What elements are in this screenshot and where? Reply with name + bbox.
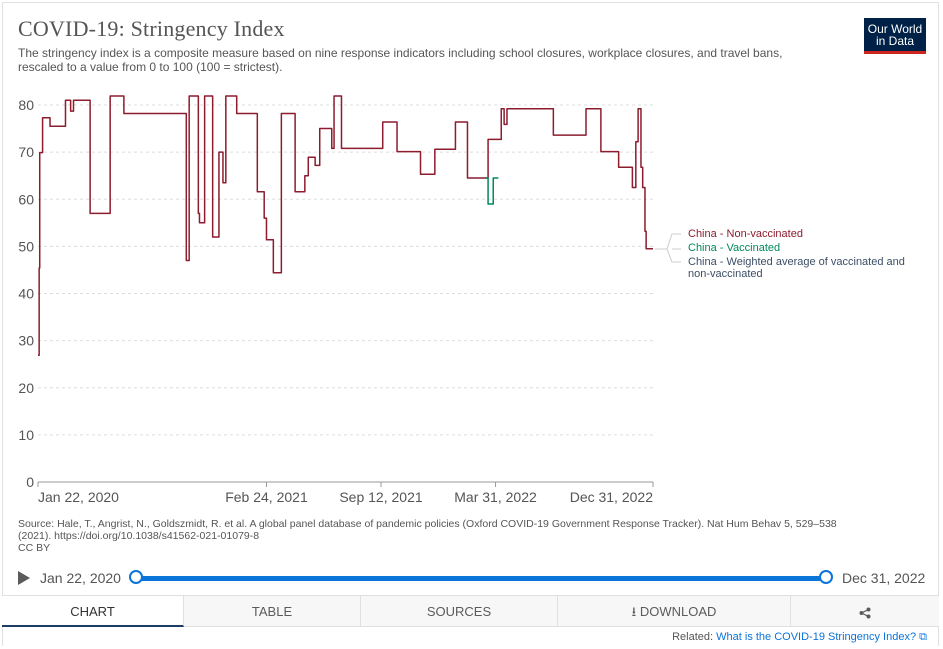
line-chart[interactable]: 0 10 20 30 40 50 60 70 80 Jan 22, 2020 Feb 24, 20…: [0, 85, 943, 510]
timeline: Jan 22, 2020 Dec 31, 2022: [18, 568, 928, 590]
x-tick-label: Feb 24, 2021: [225, 489, 308, 505]
series-line-0[interactable]: [38, 95, 653, 356]
y-tick-label: 50: [18, 238, 34, 254]
y-tick-label: 10: [18, 427, 34, 443]
logo-line1: Our World: [867, 22, 923, 36]
x-tick-label: Jan 22, 2020: [38, 489, 119, 505]
related-link-row: Related: What is the COVID-19 Stringency…: [672, 631, 927, 644]
related-prefix: Related:: [672, 631, 714, 643]
y-tick-label: 60: [18, 191, 34, 207]
tab-bar: CHART TABLE SOURCES ⭳ DOWNLOAD: [2, 595, 939, 627]
y-axis-ticks: 0 10 20 30 40 50 60 70 80: [18, 97, 34, 490]
external-link-icon: ⧉: [919, 631, 927, 643]
tab-chart[interactable]: CHART: [2, 596, 184, 627]
legend: China - Non-vaccinated China - Vaccinate…: [655, 228, 905, 280]
y-tick-label: 0: [26, 474, 34, 490]
chart-title: COVID-19: Stringency Index: [18, 16, 285, 41]
legend-non-vaccinated[interactable]: China - Non-vaccinated: [688, 228, 803, 240]
timeline-start-handle[interactable]: [129, 570, 143, 584]
y-tick-label: 40: [18, 286, 34, 302]
legend-connector: [655, 233, 681, 250]
share-button[interactable]: [791, 596, 939, 627]
related-link[interactable]: What is the COVID-19 Stringency Index?: [716, 631, 917, 643]
legend-connector: [666, 248, 681, 263]
tab-sources[interactable]: SOURCES: [361, 596, 558, 627]
x-tick-label: Dec 31, 2022: [570, 489, 653, 505]
tab-download-label: DOWNLOAD: [639, 604, 717, 619]
timeline-end-handle[interactable]: [819, 570, 833, 584]
owid-logo[interactable]: Our World in Data: [864, 18, 926, 54]
x-tick-label: Mar 31, 2022: [454, 489, 537, 505]
source-license: CC BY: [18, 542, 51, 554]
timeline-start-label: Jan 22, 2020: [40, 570, 121, 586]
y-tick-label: 30: [18, 333, 34, 349]
y-tick-label: 80: [18, 97, 34, 113]
legend-vaccinated[interactable]: China - Vaccinated: [688, 242, 780, 254]
download-icon: ⭳: [631, 604, 637, 619]
legend-weighted-line2: non-vaccinated: [688, 268, 763, 280]
x-axis-ticks: Jan 22, 2020 Feb 24, 2021 Sep 12, 2021 Mar …: [37, 482, 654, 505]
x-tick-label: Sep 12, 2021: [339, 489, 423, 505]
gridlines: [38, 104, 653, 436]
tab-table[interactable]: TABLE: [184, 596, 361, 627]
timeline-end-label: Dec 31, 2022: [842, 570, 926, 586]
legend-weighted[interactable]: China - Weighted average of vaccinated a…: [688, 256, 905, 268]
chart-subtitle: The stringency index is a composite meas…: [18, 46, 783, 74]
series-lines: [38, 95, 653, 356]
series-line-1[interactable]: [485, 177, 499, 205]
source-line1: Source: Hale, T., Angrist, N., Goldszmid…: [18, 518, 837, 530]
tab-download[interactable]: ⭳ DOWNLOAD: [558, 596, 791, 627]
logo-line2: in Data: [875, 34, 915, 48]
source-line2: (2021). https://doi.org/10.1038/s41562-0…: [18, 530, 260, 542]
share-icon: [859, 607, 871, 619]
timeline-track[interactable]: [136, 576, 826, 581]
y-tick-label: 70: [18, 144, 34, 160]
y-tick-label: 20: [18, 380, 34, 396]
source-note: Source: Hale, T., Angrist, N., Goldszmid…: [18, 518, 898, 554]
play-icon[interactable]: [18, 571, 30, 585]
